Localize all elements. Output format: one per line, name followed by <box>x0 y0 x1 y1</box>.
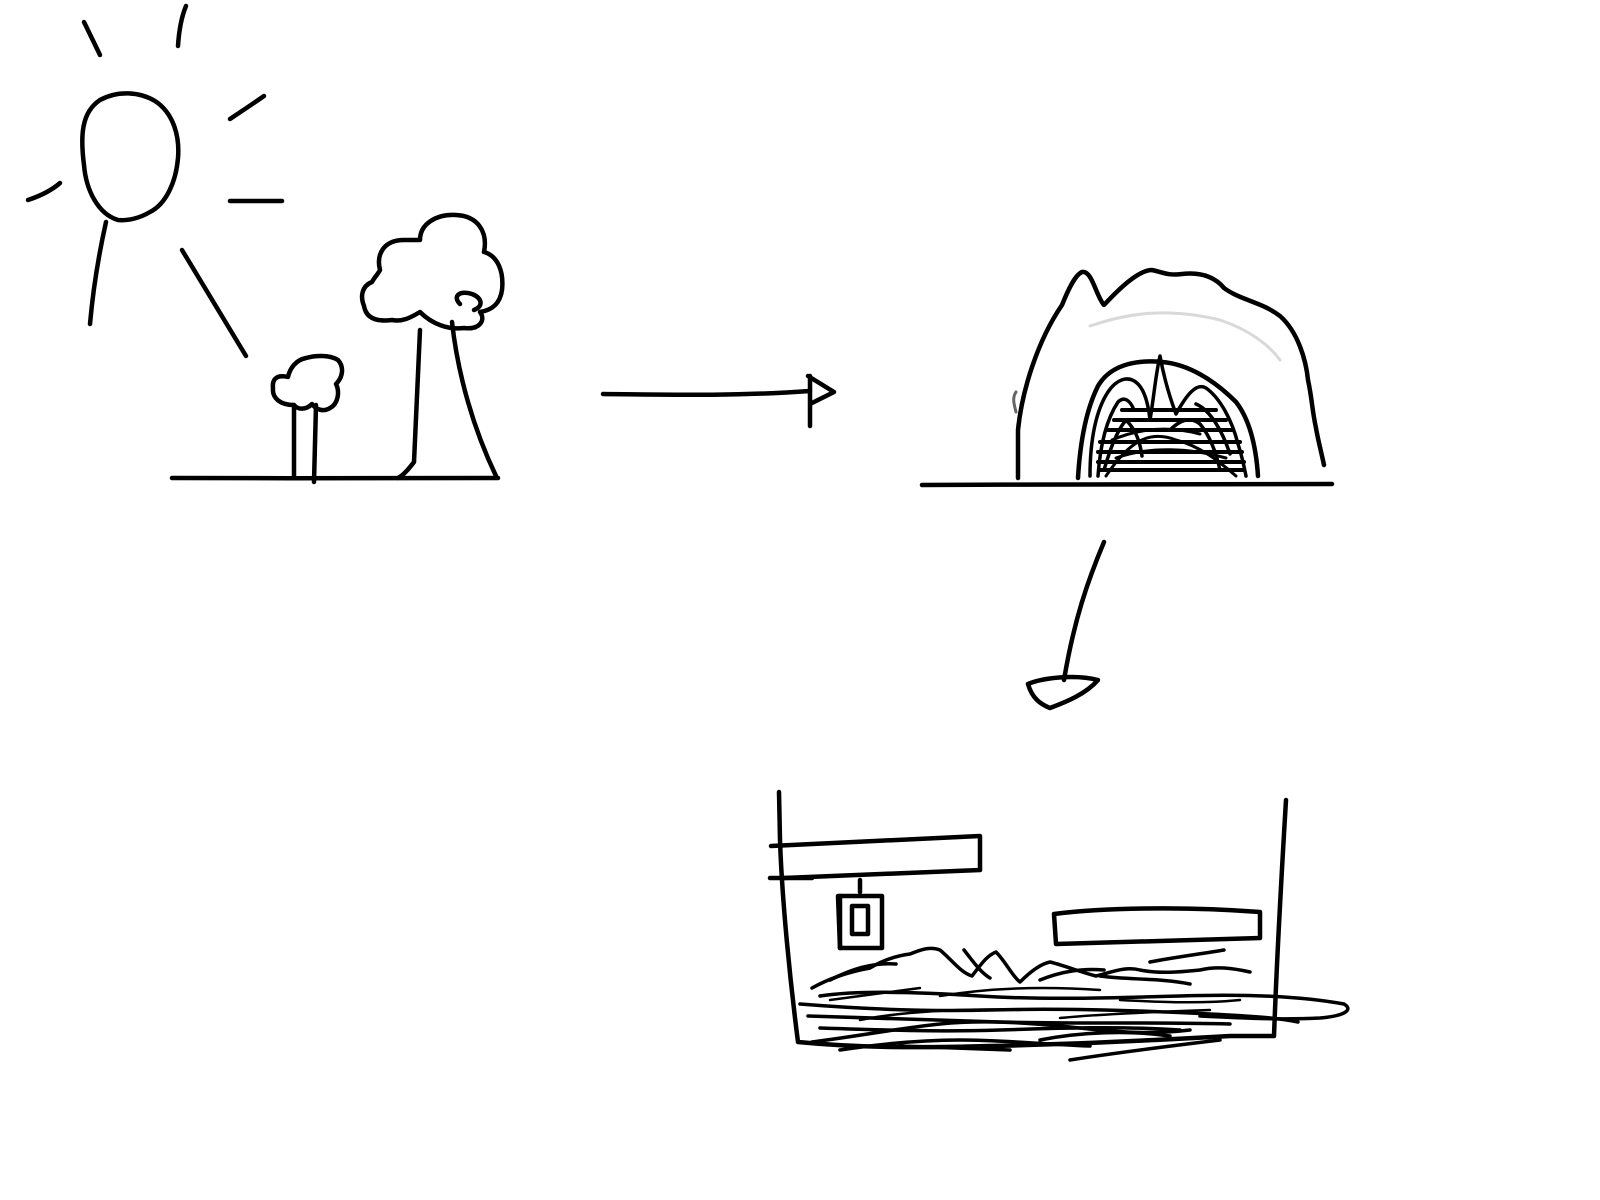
large-tree-crown-knot <box>454 290 483 313</box>
large-tree-icon <box>359 212 505 481</box>
small-tree-trunk <box>311 402 319 485</box>
arrow-head <box>1025 674 1101 711</box>
hay-bedding <box>798 946 1350 1062</box>
small-tree-crown <box>270 353 345 413</box>
lantern-icon <box>835 877 885 951</box>
cave-icon <box>1015 267 1327 481</box>
arrow-head <box>805 373 837 429</box>
hay-strands <box>838 1030 1172 1052</box>
cave-entrance-fill <box>1104 427 1238 478</box>
cave-entrance-fill <box>1096 408 1246 472</box>
hay-strands <box>828 948 1226 986</box>
ground-line <box>919 481 1335 488</box>
large-tree-trunk <box>395 327 423 481</box>
cave-entrance-shading <box>1088 354 1248 478</box>
large-tree-trunk <box>449 319 499 479</box>
sun-icon <box>25 3 285 359</box>
hay-strands <box>798 1002 1300 1024</box>
hay-strands <box>810 946 1252 990</box>
cave-highlight <box>1088 311 1282 362</box>
large-tree-crown <box>359 212 505 331</box>
upper-shelf-board <box>768 833 983 881</box>
sun-disc <box>80 91 181 223</box>
arrow-down <box>1025 539 1107 711</box>
arrow-right <box>600 373 837 429</box>
cave-edge-shadow <box>1012 390 1018 414</box>
sun-ray <box>81 19 103 58</box>
arrow-shaft <box>1061 539 1107 683</box>
arrow-shaft <box>600 388 813 398</box>
cross-section-panel <box>767 789 1350 1062</box>
sun-ray <box>175 3 189 49</box>
container-walls <box>776 789 1289 1050</box>
sun-ray <box>25 180 63 203</box>
cave-entrance <box>1075 354 1261 481</box>
small-tree-icon <box>270 353 345 485</box>
hay-strands <box>828 986 1242 1022</box>
sun-ray <box>179 247 249 359</box>
lower-shelf <box>1051 906 1263 947</box>
sunny-landscape-panel <box>25 3 505 485</box>
cave-panel <box>919 267 1335 488</box>
sun-ray <box>87 219 109 327</box>
upper-shelf <box>767 833 983 881</box>
sun-ray <box>227 93 267 122</box>
lantern-window <box>849 903 871 937</box>
